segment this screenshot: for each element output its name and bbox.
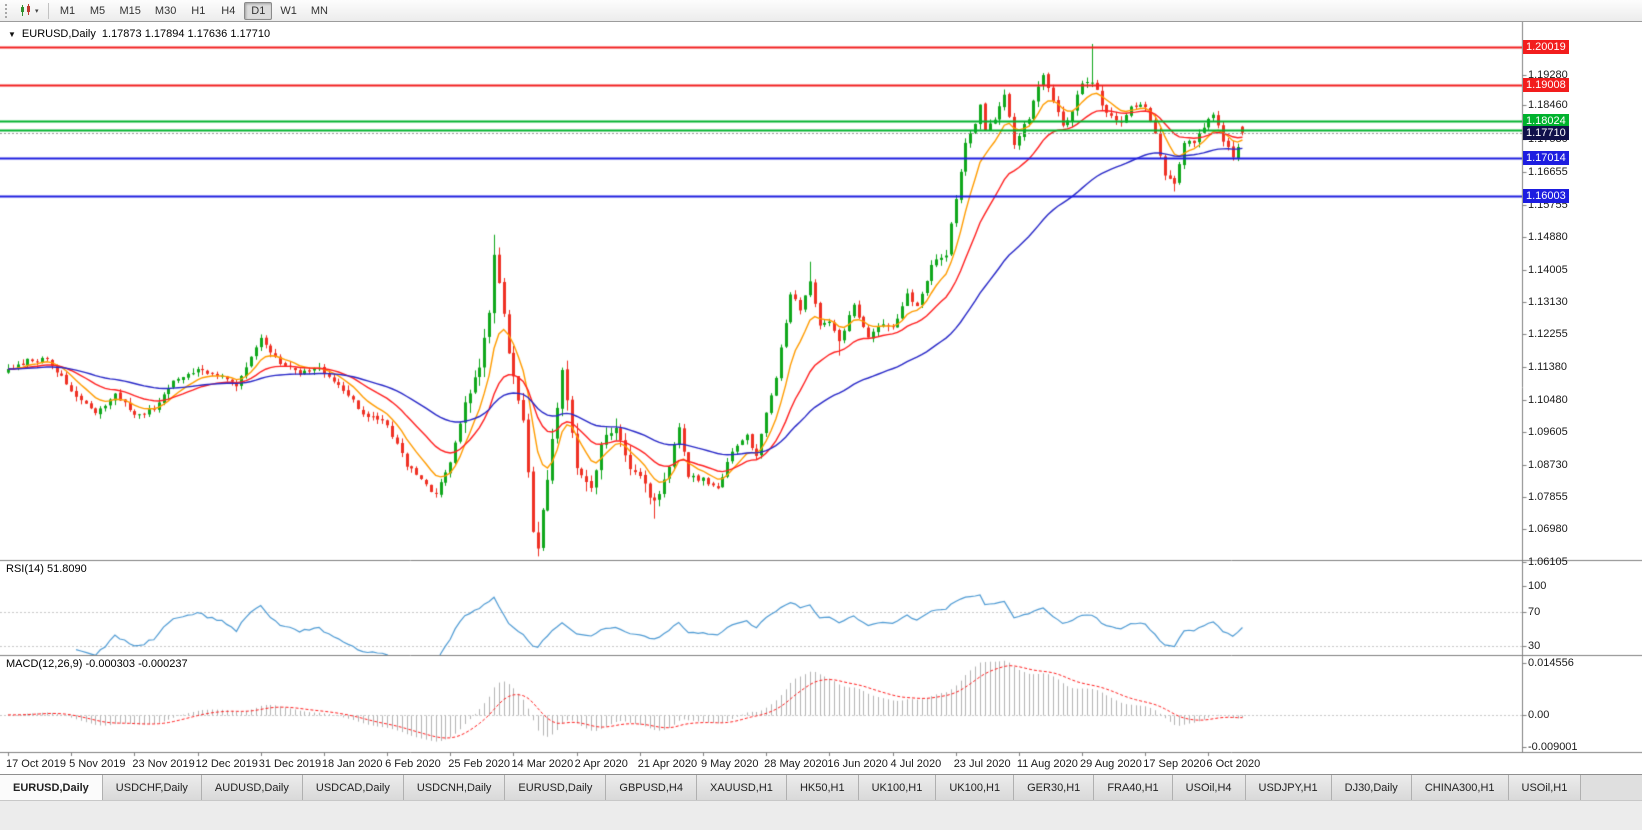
time-axis-label: 5 Nov 2019 xyxy=(69,758,126,770)
chart-tab-0[interactable]: EURUSD,Daily xyxy=(0,775,103,800)
time-axis-label: 6 Oct 2020 xyxy=(1206,758,1261,770)
chart-symbol-period: EURUSD,Daily xyxy=(21,28,96,40)
period-button-m5[interactable]: M5 xyxy=(89,4,106,17)
time-axis-label: 17 Oct 2019 xyxy=(6,758,66,770)
chart-ohlc-values: 1.17873 1.17894 1.17636 1.17710 xyxy=(101,28,271,40)
price-tick-label: 1.06105 xyxy=(1528,555,1568,568)
toolbar-grip[interactable] xyxy=(5,3,10,18)
rsi-tick-label: 100 xyxy=(1528,580,1547,592)
time-axis-label: 25 Feb 2020 xyxy=(448,758,511,770)
bid-price-tag: 1.17710 xyxy=(1523,125,1569,140)
price-tick-label: 1.19280 xyxy=(1528,68,1568,81)
price-line-tag: 1.17014 xyxy=(1523,151,1569,166)
macd-tick-label: 0.014556 xyxy=(1528,657,1574,669)
rsi-name: RSI(14) xyxy=(6,563,44,575)
time-axis-label: 9 May 2020 xyxy=(700,758,759,770)
time-axis-label: 23 Nov 2019 xyxy=(132,758,195,770)
period-button-m30[interactable]: M30 xyxy=(154,4,177,17)
time-axis-label: 29 Aug 2020 xyxy=(1080,758,1142,770)
period-button-d1[interactable]: D1 xyxy=(244,1,273,20)
price-line-tag: 1.19008 xyxy=(1523,77,1569,92)
price-line-tag: 1.18024 xyxy=(1523,114,1569,129)
time-axis-label: 18 Jan 2020 xyxy=(321,758,383,770)
chart-tab-14[interactable]: USDJPY,H1 xyxy=(1245,775,1332,800)
price-tick-label: 1.08730 xyxy=(1528,458,1568,471)
price-tick-label: 1.14880 xyxy=(1528,231,1568,244)
macd-indicator-label: MACD(12,26,9) -0.000303 -0.000237 xyxy=(6,658,188,670)
price-tick-label: 1.07855 xyxy=(1528,491,1568,504)
macd-tick-label: -0.009001 xyxy=(1528,741,1578,753)
chart-tab-16[interactable]: CHINA300,H1 xyxy=(1411,775,1509,800)
chart-tab-17[interactable]: USOil,H1 xyxy=(1508,775,1582,800)
time-axis-label: 28 May 2020 xyxy=(764,758,828,770)
period-button-m1[interactable]: M1 xyxy=(59,4,76,17)
time-axis-label: 12 Dec 2019 xyxy=(195,758,258,770)
timeframe-buttons: M1 M5 M15 M30 H1 H4 D1 W1 MN xyxy=(54,1,334,20)
period-button-mn[interactable]: MN xyxy=(310,4,328,17)
price-tick-label: 1.09605 xyxy=(1528,426,1568,439)
price-tick-label: 1.12255 xyxy=(1528,328,1568,341)
chart-tab-15[interactable]: DJ30,Daily xyxy=(1331,775,1412,800)
chart-window: ▼ EURUSD,Daily 1.17873 1.17894 1.17636 1… xyxy=(0,22,1642,774)
timeframe-toolbar: ▾ M1 M5 M15 M30 H1 H4 D1 W1 MN xyxy=(0,0,1642,22)
price-tick-label: 1.14005 xyxy=(1528,263,1568,276)
price-chart-canvas[interactable] xyxy=(0,22,1642,774)
caret-down-icon: ▾ xyxy=(35,7,39,15)
period-button-m15[interactable]: M15 xyxy=(119,4,141,17)
time-axis-label: 11 Aug 2020 xyxy=(1016,758,1078,770)
chart-tab-7[interactable]: XAUUSD,H1 xyxy=(696,775,787,800)
price-tick-label: 1.16655 xyxy=(1528,165,1568,178)
chart-tab-4[interactable]: USDCNH,Daily xyxy=(403,775,506,800)
collapse-triangle-icon[interactable]: ▼ xyxy=(8,29,16,39)
chart-tab-12[interactable]: FRA40,H1 xyxy=(1094,775,1173,800)
rsi-value: 51.8090 xyxy=(46,563,87,575)
time-axis-label: 17 Sep 2020 xyxy=(1143,758,1206,770)
period-button-h4[interactable]: H4 xyxy=(221,4,236,17)
chart-tab-10[interactable]: UK100,H1 xyxy=(936,775,1015,800)
price-line-tag: 1.16003 xyxy=(1523,188,1569,203)
rsi-tick-label: 30 xyxy=(1528,639,1541,652)
time-axis-label: 31 Dec 2019 xyxy=(258,758,322,770)
candlestick-chart-icon xyxy=(21,4,30,16)
time-axis-label: 23 Jul 2020 xyxy=(953,758,1011,770)
price-tick-label: 1.06980 xyxy=(1528,523,1568,536)
rsi-tick-label: 70 xyxy=(1528,605,1541,618)
period-button-w1[interactable]: W1 xyxy=(280,4,297,17)
chart-title: ▼ EURUSD,Daily 1.17873 1.17894 1.17636 1… xyxy=(8,28,270,40)
time-axis-label: 16 Jun 2020 xyxy=(827,758,888,770)
price-line-tag: 1.20019 xyxy=(1523,40,1569,55)
chart-tab-11[interactable]: GER30,H1 xyxy=(1014,775,1095,800)
time-axis-label: 2 Apr 2020 xyxy=(574,758,628,770)
chart-tab-1[interactable]: USDCHF,Daily xyxy=(102,775,202,800)
period-button-h1[interactable]: H1 xyxy=(191,4,206,17)
macd-values: -0.000303 -0.000237 xyxy=(85,658,188,670)
chart-tab-6[interactable]: GBPUSD,H4 xyxy=(606,775,697,800)
chart-tab-2[interactable]: AUDUSD,Daily xyxy=(201,775,303,800)
time-axis-label: 14 Mar 2020 xyxy=(511,758,574,770)
time-axis-label: 6 Feb 2020 xyxy=(385,758,441,770)
chart-tabs-bar[interactable]: EURUSD,Daily USDCHF,Daily AUDUSD,Daily USDC… xyxy=(0,774,1642,800)
price-tick-label: 1.11380 xyxy=(1528,360,1567,373)
chart-type-button[interactable]: ▾ xyxy=(15,2,43,19)
macd-name: MACD(12,26,9) xyxy=(6,658,83,670)
chart-tab-8[interactable]: HK50,H1 xyxy=(786,775,859,800)
price-tick-label: 1.18460 xyxy=(1528,98,1568,111)
price-tick-label: 1.13130 xyxy=(1528,296,1568,308)
rsi-indicator-label: RSI(14) 51.8090 xyxy=(6,563,87,575)
time-axis-label: 21 Apr 2020 xyxy=(637,758,698,770)
chart-tab-9[interactable]: UK100,H1 xyxy=(858,775,937,800)
price-tick-label: 1.10480 xyxy=(1528,393,1568,406)
time-axis-label: 4 Jul 2020 xyxy=(890,758,942,770)
macd-tick-label: 0.00 xyxy=(1528,708,1550,721)
chart-tab-3[interactable]: USDCAD,Daily xyxy=(302,775,404,800)
bottom-strip xyxy=(0,800,1642,830)
chart-tab-5[interactable]: EURUSD,Daily xyxy=(505,775,607,800)
toolbar-separator xyxy=(47,2,49,19)
chart-tab-13[interactable]: USOil,H4 xyxy=(1172,775,1246,800)
